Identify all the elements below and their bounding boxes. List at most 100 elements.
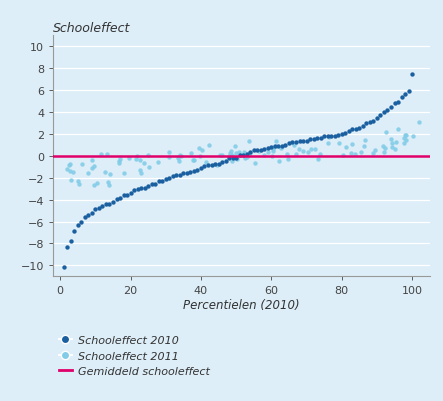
Point [144, 153, 151, 159]
Point [371, 147, 378, 153]
Point [183, 170, 190, 176]
Point [349, 126, 356, 133]
Point [211, 161, 218, 168]
Point [138, 185, 145, 192]
Point [137, 170, 144, 177]
Point [78, 161, 85, 167]
Point [241, 151, 249, 158]
Point [113, 197, 120, 203]
Point [295, 146, 303, 153]
Point [176, 172, 183, 179]
Point [229, 156, 236, 162]
Point [232, 143, 239, 150]
Point [218, 159, 225, 166]
Point [97, 152, 105, 158]
Point [342, 130, 349, 137]
Point [293, 152, 300, 158]
Point [105, 182, 113, 188]
Point [88, 157, 95, 164]
Point [349, 142, 356, 148]
Point [324, 141, 331, 147]
Point [229, 152, 236, 159]
Point [228, 153, 235, 160]
Point [252, 160, 259, 166]
Point [71, 229, 78, 235]
Point [132, 157, 139, 163]
Point [187, 169, 194, 176]
Point [292, 139, 299, 146]
Point [241, 150, 248, 156]
Point [250, 148, 257, 154]
Point [194, 168, 201, 174]
Point [233, 156, 241, 163]
Point [228, 159, 235, 165]
Point [67, 238, 74, 244]
Point [173, 173, 180, 179]
Point [384, 108, 391, 114]
Point [324, 133, 331, 140]
Point [228, 148, 235, 154]
Point [136, 158, 144, 164]
Point [321, 134, 328, 140]
Point [214, 162, 221, 169]
Point [102, 201, 109, 208]
Point [389, 145, 396, 151]
Point [67, 177, 74, 184]
Point [342, 145, 349, 151]
Point [190, 157, 197, 164]
Point [140, 161, 148, 167]
Point [361, 137, 369, 144]
Point [391, 101, 398, 107]
Point [275, 144, 282, 150]
Point [261, 146, 268, 153]
Point [268, 144, 275, 151]
Point [289, 140, 296, 146]
Point [65, 162, 72, 169]
Point [347, 150, 354, 157]
Point [401, 92, 408, 98]
Point [101, 169, 108, 175]
Point [67, 161, 74, 168]
Point [377, 113, 384, 119]
Point [275, 159, 282, 165]
Point [99, 204, 106, 210]
Point [205, 163, 212, 169]
Point [60, 264, 67, 271]
Point [152, 181, 159, 188]
Point [205, 143, 212, 149]
Point [269, 146, 276, 153]
Point [81, 214, 88, 221]
Point [410, 133, 417, 140]
Point [271, 144, 278, 150]
Point [76, 181, 83, 187]
Point [366, 119, 373, 126]
Point [225, 156, 233, 162]
Point [177, 153, 184, 160]
Point [227, 151, 234, 157]
Point [245, 139, 252, 145]
Point [120, 170, 127, 177]
Legend: Schooleffect 2010, Schooleffect 2011, Gemiddeld schooleffect: Schooleffect 2010, Schooleffect 2011, Ge… [59, 335, 210, 376]
Point [382, 146, 389, 152]
Point [218, 152, 225, 158]
Point [208, 162, 215, 168]
Point [307, 147, 315, 153]
X-axis label: Percentielen (2010): Percentielen (2010) [183, 298, 300, 312]
Point [93, 180, 101, 187]
Point [299, 148, 307, 154]
Point [388, 104, 395, 111]
Point [134, 187, 141, 193]
Point [90, 163, 97, 170]
Point [64, 166, 71, 172]
Point [314, 136, 321, 142]
Point [361, 144, 368, 150]
Point [74, 222, 82, 229]
Point [85, 212, 92, 219]
Point [188, 151, 195, 157]
Point [334, 133, 342, 139]
Point [146, 165, 153, 171]
Point [311, 146, 319, 153]
Point [233, 155, 240, 162]
Point [358, 150, 365, 156]
Point [257, 147, 264, 154]
